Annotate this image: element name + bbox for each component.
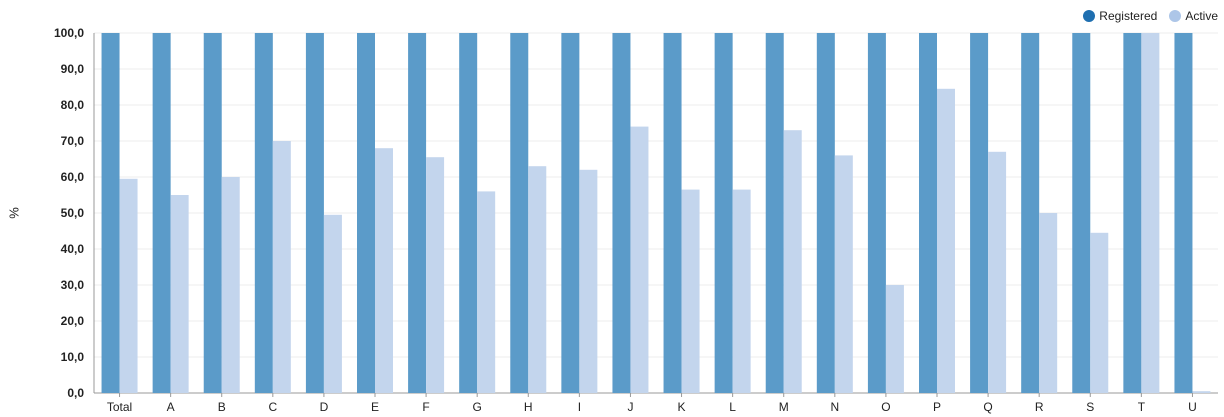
bar-active-r	[1039, 213, 1058, 393]
bar-registered-t	[1123, 33, 1142, 393]
bar-active-o	[885, 285, 904, 393]
y-tick-label: 90,0	[61, 62, 85, 76]
x-tick-label: H	[524, 400, 533, 414]
bar-active-n	[834, 155, 853, 393]
x-tick-label: N	[830, 400, 839, 414]
x-tick-label: B	[218, 400, 226, 414]
bar-active-c	[272, 141, 291, 393]
bar-active-total	[119, 178, 138, 393]
x-tick-label: D	[320, 400, 329, 414]
bar-registered-p	[919, 33, 937, 393]
y-tick-label: 0,0	[67, 386, 84, 400]
x-tick-label: P	[933, 400, 941, 414]
x-tick-label: Q	[983, 400, 992, 414]
legend-swatch-registered	[1083, 10, 1096, 22]
x-tick-label: A	[167, 400, 175, 414]
x-tick-label: C	[268, 400, 277, 414]
bar-registered-a	[152, 33, 171, 393]
bar-registered-f	[408, 33, 427, 393]
bar-registered-r	[1021, 33, 1040, 393]
bar-registered-c	[254, 33, 273, 393]
y-tick-label: 80,0	[61, 98, 85, 112]
x-tick-label: F	[422, 400, 429, 414]
x-tick-label: Total	[107, 400, 132, 414]
bar-active-s	[1090, 232, 1109, 393]
bar-active-q	[988, 151, 1007, 393]
y-tick-label: 70,0	[61, 134, 85, 148]
x-tick-label: U	[1188, 400, 1197, 414]
bar-registered-total	[101, 33, 120, 393]
x-tick-label: T	[1138, 400, 1146, 414]
bar-registered-l	[714, 33, 733, 393]
bar-registered-e	[357, 33, 375, 393]
bar-active-h	[528, 166, 547, 393]
legend-label-active: Active	[1185, 9, 1218, 23]
y-tick-label: 10,0	[61, 350, 85, 364]
x-tick-label: R	[1035, 400, 1044, 414]
bar-registered-q	[970, 33, 989, 393]
bar-registered-b	[203, 33, 222, 393]
x-tick-label: S	[1086, 400, 1094, 414]
bar-registered-j	[612, 33, 631, 393]
y-tick-label: 20,0	[61, 314, 85, 328]
bar-active-f	[426, 157, 445, 393]
bar-active-b	[221, 177, 240, 393]
legend: Registered Active	[1083, 9, 1218, 23]
bar-active-j	[630, 126, 649, 393]
bar-active-t	[1141, 33, 1160, 393]
bar-registered-n	[816, 33, 835, 393]
bar-active-d	[323, 214, 342, 393]
bar-active-a	[170, 195, 189, 393]
x-tick-label: J	[627, 400, 633, 414]
bar-registered-d	[305, 33, 324, 393]
bar-registered-s	[1072, 33, 1091, 393]
bar-registered-i	[561, 33, 580, 393]
bar-active-i	[579, 169, 598, 393]
bar-registered-m	[765, 33, 784, 393]
y-tick-label: 60,0	[61, 170, 85, 184]
x-tick-label: L	[729, 400, 736, 414]
bar-registered-o	[867, 33, 886, 393]
x-tick-label: M	[779, 400, 789, 414]
x-tick-label: O	[881, 400, 890, 414]
y-tick-label: 100,0	[54, 26, 84, 40]
x-tick-label: E	[371, 400, 379, 414]
legend-item-active[interactable]: Active	[1169, 9, 1218, 23]
y-tick-label: 30,0	[61, 278, 85, 292]
y-tick-label: 40,0	[61, 242, 85, 256]
x-tick-label: I	[578, 400, 581, 414]
x-tick-label: K	[678, 400, 686, 414]
legend-label-registered: Registered	[1099, 9, 1158, 23]
bar-registered-u	[1174, 33, 1193, 393]
bar-active-g	[477, 191, 496, 393]
bar-active-u	[1192, 391, 1211, 393]
bar-active-e	[375, 148, 393, 393]
bar-active-p	[937, 88, 955, 394]
legend-swatch-active	[1169, 10, 1182, 22]
bar-registered-g	[459, 33, 478, 393]
x-tick-label: G	[473, 400, 482, 414]
y-tick-label: 50,0	[61, 206, 85, 220]
bar-active-k	[681, 189, 700, 393]
bar-active-l	[732, 189, 751, 393]
bar-registered-h	[510, 33, 529, 393]
bar-active-m	[783, 130, 802, 393]
legend-item-registered[interactable]: Registered	[1083, 9, 1157, 23]
bar-registered-k	[663, 33, 682, 393]
